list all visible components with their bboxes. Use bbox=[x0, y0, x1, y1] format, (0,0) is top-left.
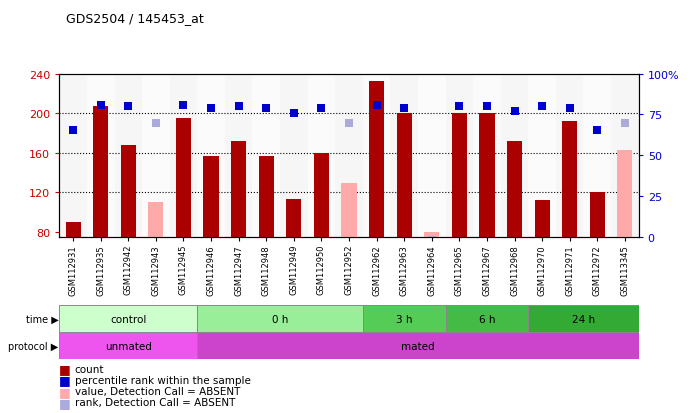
Bar bbox=[480, 114, 494, 237]
Text: unmated: unmated bbox=[105, 341, 151, 351]
Bar bbox=[142, 74, 170, 237]
Bar bbox=[445, 74, 473, 237]
Bar bbox=[390, 74, 418, 237]
Bar bbox=[590, 193, 605, 237]
Bar bbox=[259, 157, 274, 237]
Point bbox=[371, 103, 383, 109]
Text: GDS2504 / 145453_at: GDS2504 / 145453_at bbox=[66, 12, 204, 25]
Bar bbox=[445, 306, 528, 332]
Point bbox=[537, 104, 548, 110]
Text: ■: ■ bbox=[59, 385, 71, 398]
Text: 6 h: 6 h bbox=[479, 314, 495, 324]
Bar bbox=[335, 74, 363, 237]
Point bbox=[123, 104, 134, 110]
Bar bbox=[87, 74, 114, 237]
Bar bbox=[452, 114, 467, 237]
Text: mated: mated bbox=[401, 341, 435, 351]
Point bbox=[564, 106, 575, 112]
Text: percentile rank within the sample: percentile rank within the sample bbox=[75, 375, 251, 385]
Point bbox=[233, 104, 244, 110]
Bar bbox=[66, 223, 81, 237]
Bar bbox=[253, 74, 280, 237]
Bar bbox=[170, 74, 198, 237]
Bar bbox=[500, 74, 528, 237]
Bar bbox=[59, 74, 87, 237]
Point bbox=[178, 103, 189, 109]
Text: rank, Detection Call = ABSENT: rank, Detection Call = ABSENT bbox=[75, 397, 235, 407]
Bar bbox=[204, 157, 218, 237]
Bar bbox=[198, 74, 225, 237]
Bar bbox=[176, 119, 191, 237]
Bar bbox=[225, 74, 253, 237]
Point bbox=[315, 106, 327, 112]
Bar bbox=[363, 74, 390, 237]
Point bbox=[288, 111, 299, 117]
Text: 24 h: 24 h bbox=[572, 314, 595, 324]
Point bbox=[68, 127, 79, 134]
Bar bbox=[121, 145, 136, 237]
Text: ■: ■ bbox=[59, 396, 71, 409]
Bar bbox=[369, 82, 384, 237]
Bar bbox=[280, 74, 308, 237]
Text: time ▶: time ▶ bbox=[26, 314, 59, 324]
Point bbox=[95, 103, 106, 109]
Point bbox=[343, 121, 355, 127]
Bar bbox=[584, 74, 611, 237]
Bar bbox=[535, 201, 550, 237]
Bar bbox=[59, 306, 198, 332]
Bar bbox=[473, 74, 500, 237]
Bar bbox=[341, 183, 357, 237]
Point bbox=[619, 121, 630, 127]
Bar bbox=[396, 114, 412, 237]
Bar bbox=[556, 74, 584, 237]
Bar bbox=[562, 122, 577, 237]
Bar bbox=[363, 306, 445, 332]
Text: 3 h: 3 h bbox=[396, 314, 413, 324]
Bar bbox=[198, 306, 363, 332]
Text: control: control bbox=[110, 314, 147, 324]
Bar bbox=[231, 142, 246, 237]
Bar bbox=[59, 332, 198, 359]
Text: protocol ▶: protocol ▶ bbox=[8, 341, 59, 351]
Text: value, Detection Call = ABSENT: value, Detection Call = ABSENT bbox=[75, 386, 240, 396]
Bar bbox=[114, 74, 142, 237]
Point bbox=[509, 109, 520, 115]
Text: ■: ■ bbox=[59, 373, 71, 387]
Point bbox=[454, 104, 465, 110]
Point bbox=[592, 127, 603, 134]
Bar bbox=[93, 107, 108, 237]
Text: ■: ■ bbox=[59, 362, 71, 375]
Bar bbox=[314, 154, 329, 237]
Point bbox=[426, 237, 438, 244]
Bar bbox=[308, 74, 335, 237]
Point bbox=[150, 121, 161, 127]
Bar bbox=[617, 150, 632, 237]
Bar bbox=[611, 74, 639, 237]
Bar bbox=[418, 74, 445, 237]
Bar bbox=[286, 200, 302, 237]
Bar bbox=[528, 74, 556, 237]
Bar bbox=[148, 203, 163, 237]
Bar bbox=[507, 142, 522, 237]
Point bbox=[260, 106, 272, 112]
Bar bbox=[424, 233, 439, 237]
Text: 0 h: 0 h bbox=[272, 314, 288, 324]
Point bbox=[399, 106, 410, 112]
Point bbox=[482, 104, 493, 110]
Bar bbox=[198, 332, 639, 359]
Bar bbox=[528, 306, 639, 332]
Point bbox=[205, 106, 216, 112]
Text: count: count bbox=[75, 364, 104, 374]
